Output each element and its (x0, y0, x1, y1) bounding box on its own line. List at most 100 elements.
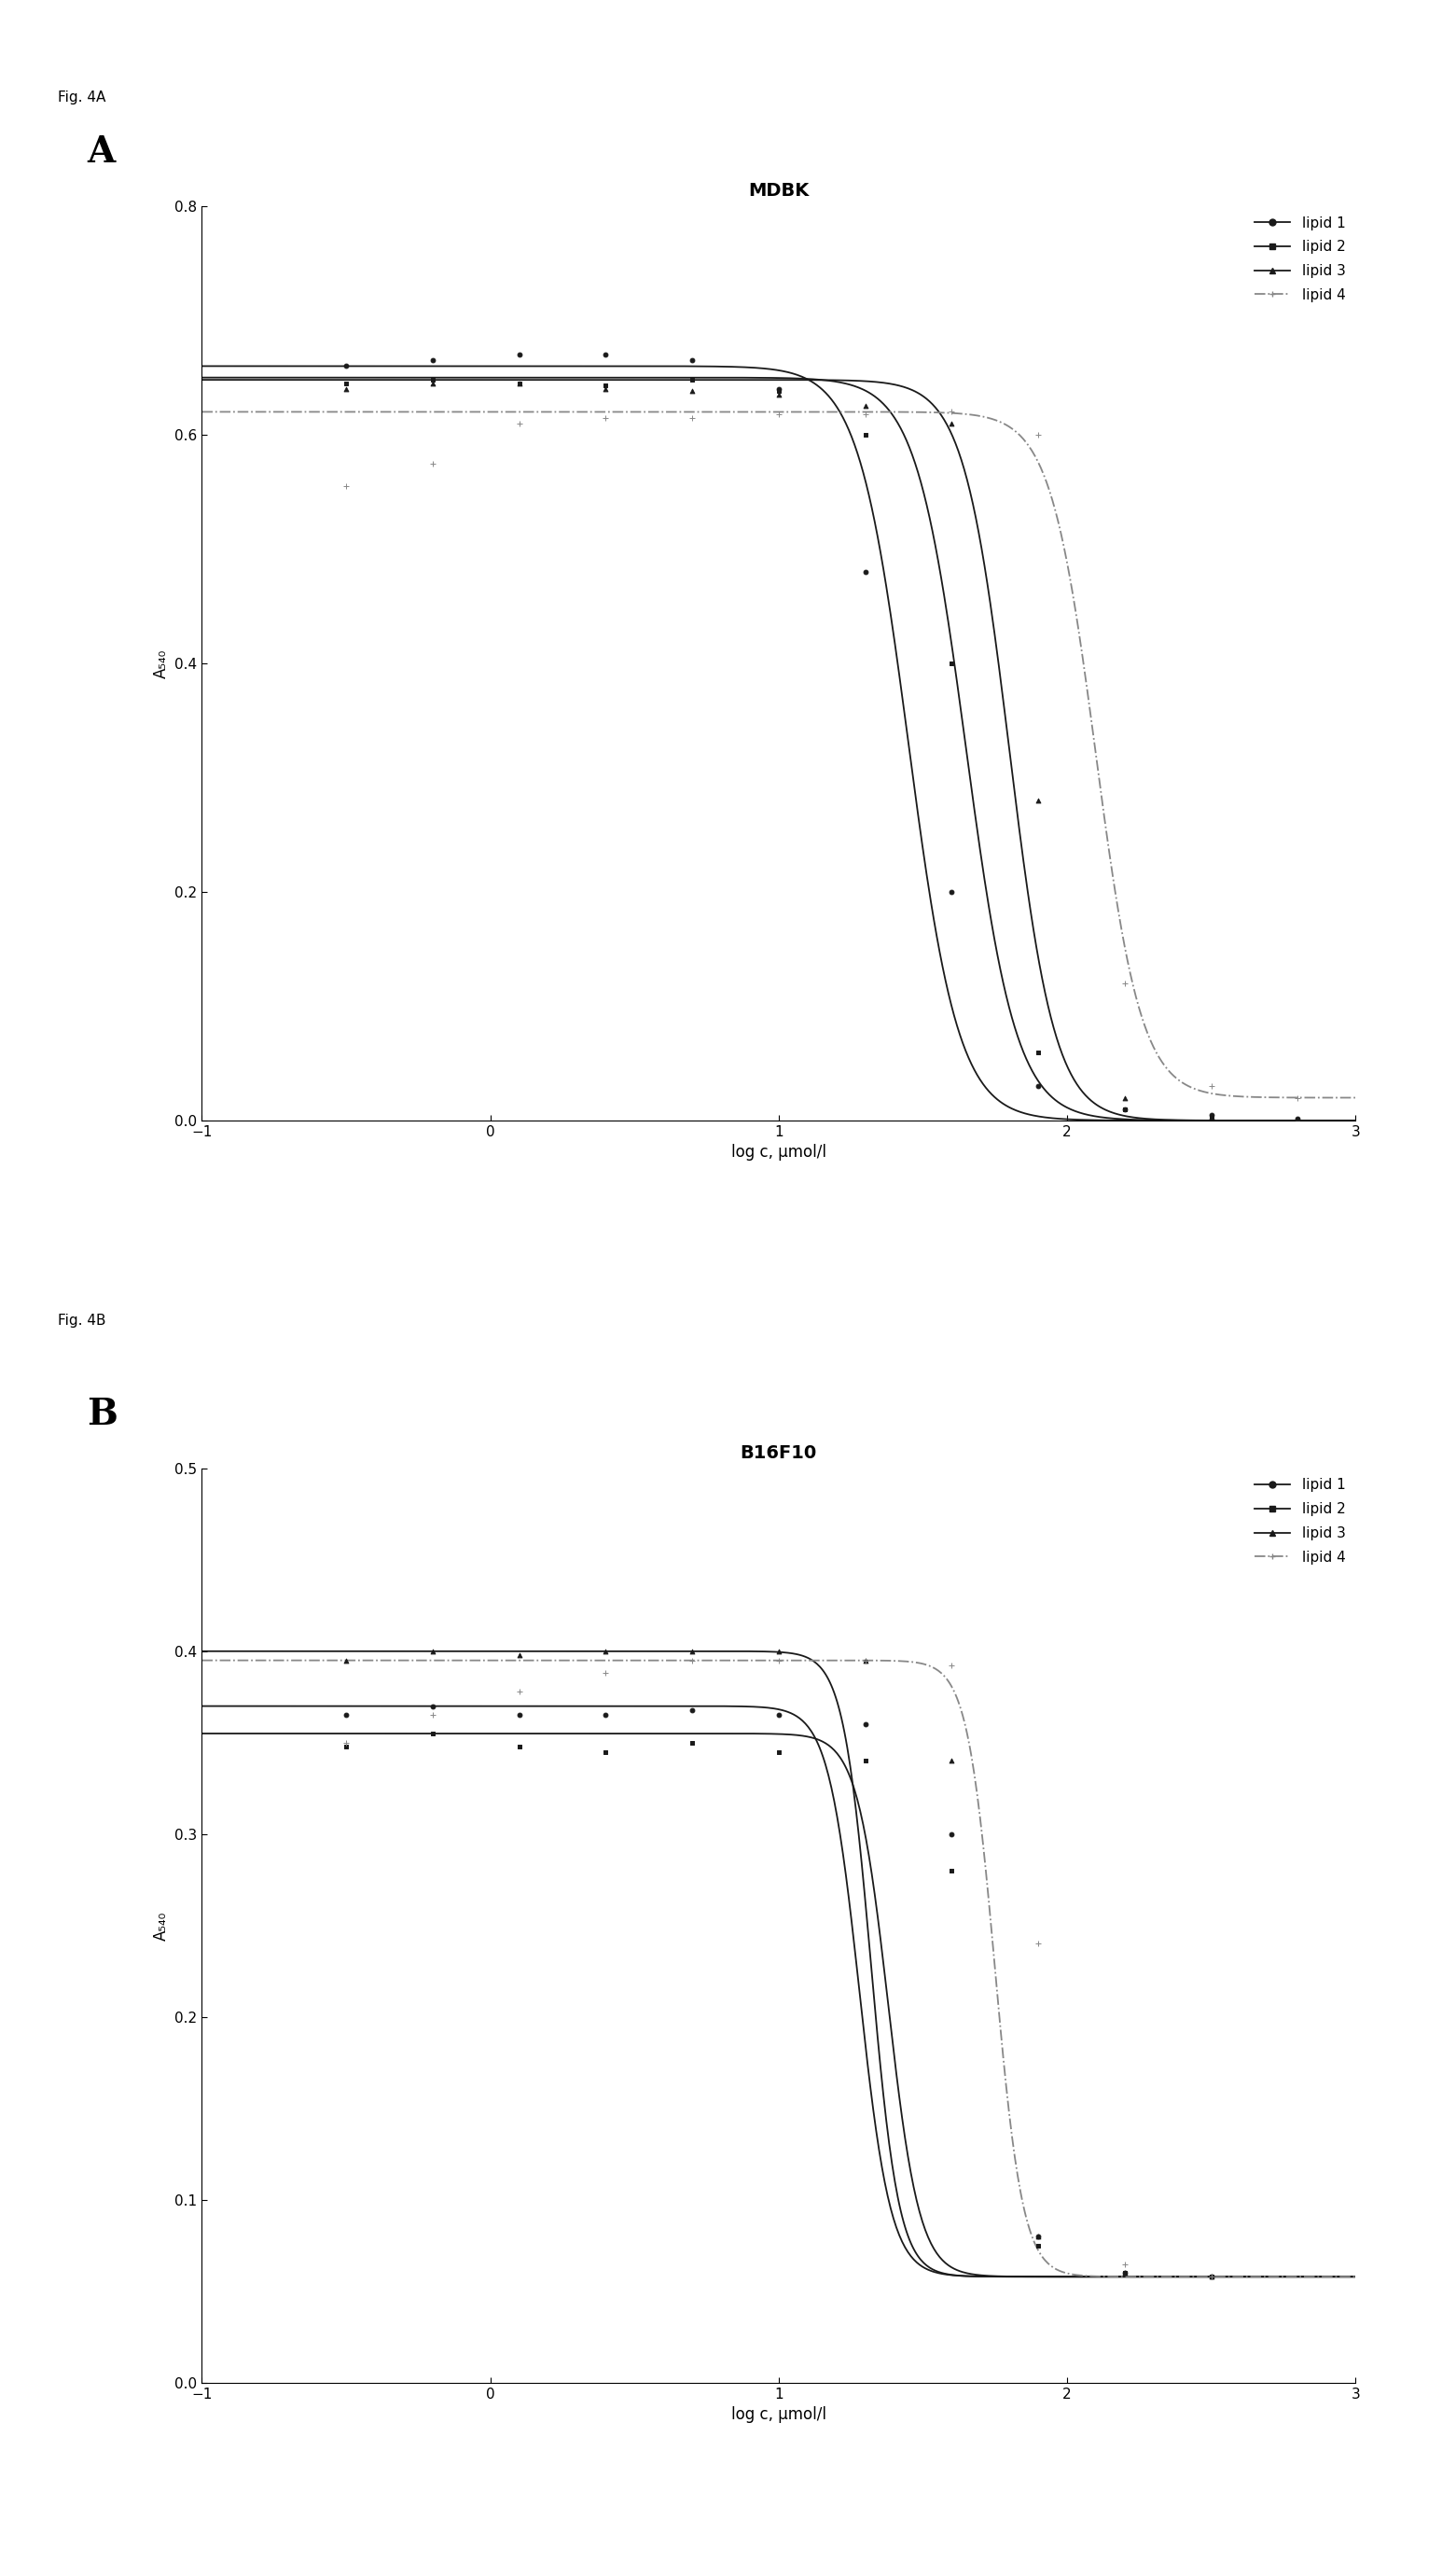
Point (854, 415, 877, 456)
Legend: lipid 1, lipid 2, lipid 3, lipid 4: lipid 1, lipid 2, lipid 3, lipid 4 (1249, 1473, 1351, 1569)
Point (1027, 2226, 1050, 2267)
Title: B16F10: B16F10 (740, 1445, 818, 1461)
Point (681, 1631, 704, 1672)
Title: MDBK: MDBK (748, 183, 809, 198)
Point (421, 1631, 444, 1672)
Point (335, 363, 358, 404)
Point (681, 358, 704, 399)
Point (421, 443, 444, 484)
Point (1200, 1097, 1223, 1139)
Point (1113, 2251, 1136, 2293)
Point (681, 371, 704, 412)
Point (594, 397, 617, 438)
Point (767, 394, 790, 435)
Point (594, 1631, 617, 1672)
Point (681, 397, 704, 438)
Point (767, 1695, 790, 1736)
Text: B: B (87, 1396, 117, 1432)
Text: A: A (87, 134, 115, 170)
Point (1286, 1097, 1309, 1139)
Point (421, 1713, 444, 1754)
Point (594, 1731, 617, 1772)
X-axis label: log c, μmol/l: log c, μmol/l (731, 2406, 826, 2424)
Point (1027, 415, 1050, 456)
Point (508, 402, 531, 443)
Y-axis label: A₅₄₀: A₅₄₀ (153, 1911, 170, 1940)
Point (508, 1726, 531, 1767)
Point (508, 1672, 531, 1713)
Legend: lipid 1, lipid 2, lipid 3, lipid 4: lipid 1, lipid 2, lipid 3, lipid 4 (1249, 211, 1351, 307)
Point (1200, 2257, 1223, 2298)
Point (940, 1646, 963, 1687)
Point (767, 371, 790, 412)
Point (1200, 2257, 1223, 2298)
Point (1113, 1090, 1136, 1131)
Point (335, 1726, 358, 1767)
Point (1200, 1066, 1223, 1108)
Point (421, 363, 444, 404)
Point (854, 1741, 877, 1783)
Point (1113, 963, 1136, 1005)
Point (508, 363, 531, 404)
Point (421, 1695, 444, 1736)
Point (421, 340, 444, 381)
Point (335, 1723, 358, 1765)
Point (681, 1690, 704, 1731)
Point (1113, 1090, 1136, 1131)
Point (335, 1641, 358, 1682)
Point (1200, 2257, 1223, 2298)
Point (1027, 2215, 1050, 2257)
Point (335, 1695, 358, 1736)
Point (335, 368, 358, 410)
Point (854, 394, 877, 435)
Point (854, 1641, 877, 1682)
Y-axis label: A₅₄₀: A₅₄₀ (153, 649, 170, 677)
Point (681, 1641, 704, 1682)
Point (767, 368, 790, 410)
Point (594, 335, 617, 376)
Point (767, 1731, 790, 1772)
Point (854, 1641, 877, 1682)
Point (940, 1814, 963, 1855)
Point (594, 1654, 617, 1695)
Point (594, 366, 617, 407)
Point (1027, 781, 1050, 822)
Point (1027, 1924, 1050, 1965)
Point (1027, 1066, 1050, 1108)
Point (940, 1850, 963, 1891)
Point (854, 1703, 877, 1744)
Point (1027, 1030, 1050, 1072)
Point (1113, 2251, 1136, 2293)
Point (1286, 1100, 1309, 1141)
Point (1200, 2257, 1223, 2298)
Point (335, 466, 358, 507)
Point (1027, 2215, 1050, 2257)
Point (940, 392, 963, 433)
Point (767, 1641, 790, 1682)
Point (940, 871, 963, 912)
Point (1286, 1077, 1309, 1118)
Point (508, 1695, 531, 1736)
Text: Fig. 4A: Fig. 4A (58, 90, 105, 103)
Point (508, 1633, 531, 1674)
Point (767, 1631, 790, 1672)
Text: Fig. 4B: Fig. 4B (58, 1314, 105, 1327)
Point (940, 1741, 963, 1783)
Point (1286, 1100, 1309, 1141)
Point (421, 1685, 444, 1726)
Point (508, 335, 531, 376)
Point (854, 551, 877, 592)
Point (508, 363, 531, 404)
Point (767, 374, 790, 415)
Point (681, 340, 704, 381)
Point (421, 358, 444, 399)
Point (1113, 2244, 1136, 2285)
Point (335, 345, 358, 386)
Point (1113, 1077, 1136, 1118)
Point (1200, 1097, 1223, 1139)
Point (1200, 1095, 1223, 1136)
Point (594, 368, 617, 410)
Point (854, 386, 877, 428)
Point (681, 1723, 704, 1765)
X-axis label: log c, μmol/l: log c, μmol/l (731, 1144, 826, 1162)
